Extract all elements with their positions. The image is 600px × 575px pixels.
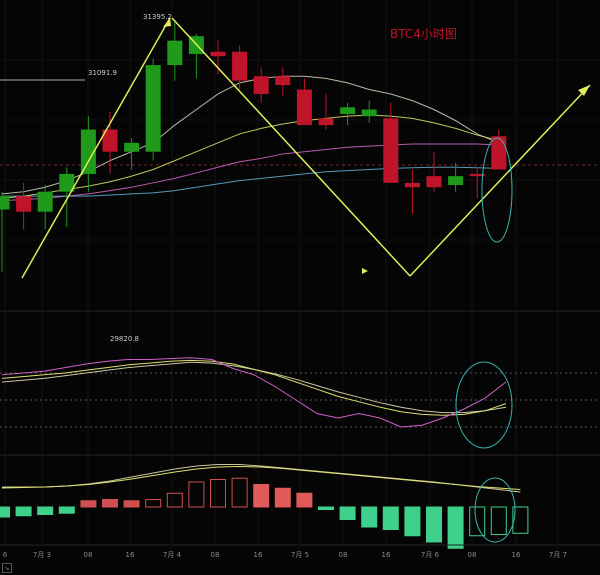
candle-body [469,173,485,177]
macd-bar [404,506,421,537]
macd-bar [382,506,399,530]
candle-body [318,118,334,126]
highlight-circle [474,477,516,543]
macd-bar [231,477,248,508]
candle-body [275,76,291,86]
ma-line [1,114,499,199]
macd-bar [426,506,442,543]
candle-body [232,51,248,81]
grid-layer [0,0,600,545]
ma-line [2,166,499,197]
osc-price-label: 29820.8 [110,335,139,343]
candle-body [16,196,32,212]
macd-bar [339,506,356,520]
trend-up-line [21,17,171,279]
candle-body [0,196,10,210]
macd-panel [0,464,529,549]
macd-bar [512,506,529,534]
expand-icon[interactable]: ↘ [2,563,12,573]
arrow-head [578,85,590,96]
candle-body [361,109,377,117]
candle-body [102,129,118,152]
x-tick-label: 08 [84,551,93,559]
price-panel: 31395.2 31091.9 [0,13,600,272]
x-tick-label: 7月 3 [33,551,51,559]
candle-body [404,182,420,188]
candle-body [491,136,507,170]
candle-body [296,89,312,126]
x-tick-label: 08 [339,551,348,559]
ma-line [1,75,499,195]
candle-body [210,51,226,57]
macd-bar [361,506,378,528]
macd-bar [166,492,183,508]
candle-body [383,118,399,183]
macd-bar [37,506,54,515]
macd-signal-line [1,465,521,490]
candle-body [59,173,75,192]
high-price-label: 31395.2 [143,13,172,21]
macd-bar [296,492,313,508]
x-tick-label: 7月 4 [163,551,182,559]
macd-bar [58,506,75,514]
candle-body [340,107,356,114]
osc-fast-line [1,357,507,428]
level-price-label: 31091.9 [88,69,117,77]
ma-line [1,143,499,202]
trend-up-line-2 [409,84,591,277]
x-tick-label: 7月 5 [291,551,309,559]
macd-bar [469,506,486,537]
chart-title: BTC4小时图 [390,27,457,41]
trend-down-line [171,17,411,277]
marker-triangle [362,268,368,274]
candle-body [167,40,183,66]
x-tick-label: 16 [254,551,263,559]
x-tick-label: 08 [468,551,477,559]
macd-bar [123,500,140,508]
macd-bar [102,499,118,508]
x-tick-label: 7月 7 [549,551,567,559]
x-tick-label: 08 [211,551,220,559]
arrow-head [163,18,171,27]
macd-bar [490,506,507,535]
macd-bar [80,500,97,508]
annotation-layer [21,17,591,543]
macd-bar [188,481,205,508]
candle-body [37,191,53,212]
x-tick-label: 16 [512,551,521,559]
x-tick-label: 16 [382,551,391,559]
osc-slow-line [1,359,507,416]
macd-bar [210,479,226,508]
x-tick-label: 7月 6 [421,551,440,559]
macd-bar [15,506,32,517]
macd-bar [253,484,270,508]
x-tick-label: 6 [3,551,8,559]
macd-bar [318,506,334,510]
candle-body [124,142,140,152]
x-axis: 6 7月 3 08 16 7月 4 08 16 7月 5 08 16 7月 6 08 16 7月 7 [0,544,600,559]
candle-body [448,176,464,186]
macd-bar [145,499,162,508]
candle-body [426,176,442,188]
macd-bar [274,487,291,508]
x-tick-label: 16 [126,551,135,559]
macd-bar [0,506,10,518]
highlight-circle [481,137,513,243]
candle-body [253,76,269,94]
macd-bar [447,506,464,549]
highlight-circle [455,361,513,449]
candle-body [80,129,96,174]
candle-body [145,65,161,152]
oscillator-panel: 29820.8 [0,335,600,428]
